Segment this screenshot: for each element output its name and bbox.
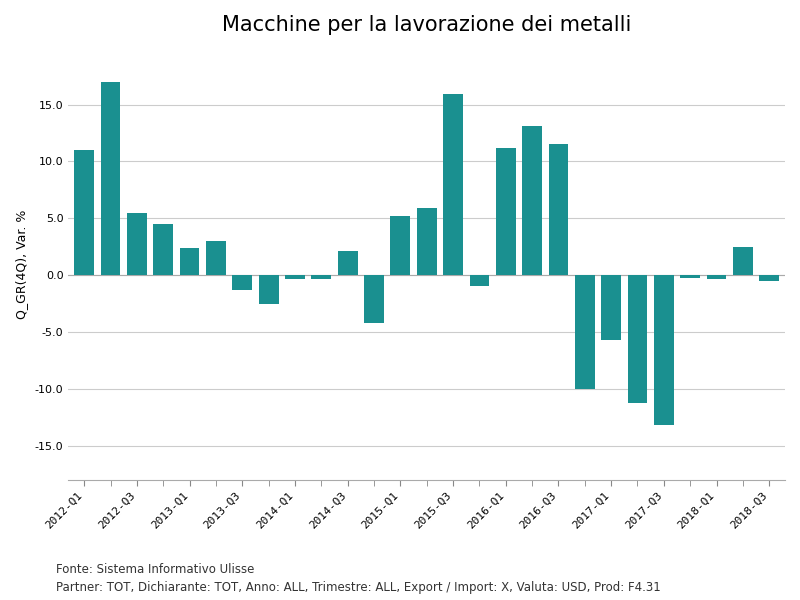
Bar <box>311 275 331 278</box>
Bar <box>575 275 594 389</box>
Bar <box>206 241 226 275</box>
Y-axis label: Q_GR(4Q), Var. %: Q_GR(4Q), Var. % <box>15 209 28 319</box>
Bar <box>74 150 94 275</box>
Bar <box>101 82 121 275</box>
Bar <box>443 94 463 275</box>
Bar <box>390 216 410 275</box>
Bar <box>154 224 173 275</box>
Bar <box>285 275 305 278</box>
Bar <box>127 212 147 275</box>
Bar <box>338 251 358 275</box>
Bar <box>549 145 568 275</box>
Bar <box>233 275 252 290</box>
Bar <box>602 275 621 340</box>
Bar <box>733 247 753 275</box>
Bar <box>654 275 674 425</box>
Bar <box>706 275 726 278</box>
Bar <box>417 208 437 275</box>
Bar <box>470 275 490 286</box>
Bar <box>496 148 516 275</box>
Text: Fonte: Sistema Informativo Ulisse: Fonte: Sistema Informativo Ulisse <box>56 563 254 576</box>
Bar <box>364 275 384 323</box>
Bar <box>759 275 779 281</box>
Bar <box>680 275 700 278</box>
Bar <box>522 126 542 275</box>
Title: Macchine per la lavorazione dei metalli: Macchine per la lavorazione dei metalli <box>222 15 631 35</box>
Bar <box>627 275 647 403</box>
Text: Partner: TOT, Dichiarante: TOT, Anno: ALL, Trimestre: ALL, Export / Import: X, V: Partner: TOT, Dichiarante: TOT, Anno: AL… <box>56 581 661 594</box>
Bar <box>180 248 199 275</box>
Bar <box>258 275 278 304</box>
